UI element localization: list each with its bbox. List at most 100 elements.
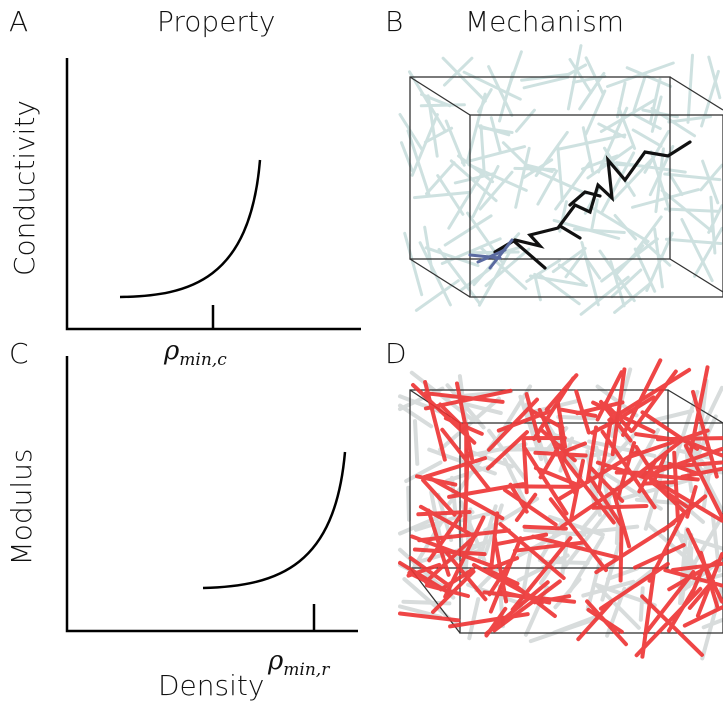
conductive-rod (423, 126, 454, 144)
panel-a-plot (65, 58, 361, 331)
conductive-rod (479, 245, 528, 291)
rigid-rod (594, 521, 676, 575)
conductive-rod (525, 258, 562, 283)
conductive-rod (522, 75, 570, 90)
background-rod (502, 457, 529, 508)
background-rod (398, 403, 434, 429)
conductive-rod (436, 174, 465, 216)
background-rod (581, 579, 636, 598)
conductive-rod (579, 275, 630, 316)
rigid-rod (484, 606, 508, 638)
conductive-rod (478, 170, 514, 211)
panel-c-threshold-label: ρmin,r (268, 646, 330, 680)
conductive-rod (693, 226, 723, 278)
panel-a-curve (119, 159, 262, 299)
rigid-rod (589, 466, 625, 503)
rigid-rod (634, 586, 703, 658)
conductive-rod (613, 214, 638, 241)
rigid-rod (471, 563, 545, 605)
conductive-rod (609, 260, 626, 308)
conductive-rod (663, 207, 721, 213)
conductive-rod (584, 89, 607, 136)
rigid-rod (508, 482, 529, 514)
panel-b-box (409, 76, 723, 298)
rigid-rod (398, 611, 461, 623)
rigid-rod (618, 518, 624, 583)
background-rod (671, 389, 700, 467)
conductive-rod (551, 246, 587, 274)
rigid-rod (431, 569, 476, 614)
conductive-rod (590, 198, 599, 230)
rigid-rod (685, 527, 723, 604)
background-rod (560, 507, 612, 572)
conductive-rod (552, 218, 621, 240)
rigid-rod (510, 536, 573, 612)
panel-b-network (398, 44, 723, 316)
conductive-rod (701, 159, 720, 205)
rigid-rod (585, 425, 598, 484)
rigid-rod (408, 556, 450, 587)
conductive-rod (418, 241, 452, 307)
conductive-rod (410, 113, 439, 177)
conductive-rod (663, 172, 722, 182)
rigid-rod (416, 510, 472, 517)
rigid-rod (489, 511, 500, 567)
conductive-rod (633, 247, 657, 293)
background-rod (445, 383, 486, 430)
conductive-rod (556, 145, 564, 203)
conductive-rod (525, 165, 588, 195)
background-rod (464, 448, 514, 469)
conductive-rod (443, 214, 493, 247)
conductive-rod (558, 133, 627, 151)
conductive-rod (686, 53, 694, 124)
background-rod (672, 531, 723, 551)
rigid-rod (423, 391, 505, 404)
rigid-rod (611, 487, 632, 549)
panel-c-curve (202, 451, 347, 590)
conductive-rod (533, 272, 542, 302)
rigid-rod (526, 407, 565, 430)
rigid-rod (443, 416, 484, 436)
rigid-rod (607, 367, 692, 423)
rigid-rod (643, 570, 696, 636)
panel-b-path-start (468, 238, 514, 270)
conductive-rod (631, 128, 663, 148)
rigid-rod (640, 410, 700, 451)
background-rod (487, 428, 527, 481)
rigid-rod (440, 427, 491, 491)
rigid-rod (599, 399, 633, 443)
rigid-rod (411, 383, 477, 445)
rigid-rod (670, 561, 723, 572)
rigid-rod (629, 428, 710, 459)
rigid-rod (532, 594, 572, 605)
rigid-rod (680, 466, 723, 479)
rigid-rod (486, 430, 529, 471)
background-rod (643, 460, 667, 531)
rigid-rod (575, 400, 625, 416)
panel-a-letter: A (9, 5, 29, 38)
rigid-rod (652, 460, 723, 470)
panel-d-letter: D (385, 337, 407, 370)
panel-c-axes (65, 356, 358, 633)
panel-a-axes (65, 58, 361, 331)
panel-b-letter: B (385, 5, 404, 38)
panel-a-title: Property (157, 5, 276, 38)
conductive-rod (449, 159, 498, 203)
conductive-rod (536, 169, 559, 206)
rigid-rod (595, 370, 624, 422)
rigid-rod (498, 522, 566, 580)
background-rod (406, 485, 411, 522)
conductive-rod (461, 145, 527, 165)
rigid-rod (488, 536, 523, 614)
conductive-rod (529, 274, 588, 287)
rigid-rod (531, 534, 622, 561)
rigid-rod (639, 471, 723, 523)
background-rod (646, 522, 698, 568)
rigid-rod (647, 513, 686, 583)
conductive-rod (680, 218, 714, 283)
rigid-rod (462, 451, 470, 532)
conductive-rod (459, 266, 493, 292)
panel-b-rods (398, 44, 723, 316)
background-rod (467, 597, 481, 641)
conductive-rod (467, 163, 528, 192)
